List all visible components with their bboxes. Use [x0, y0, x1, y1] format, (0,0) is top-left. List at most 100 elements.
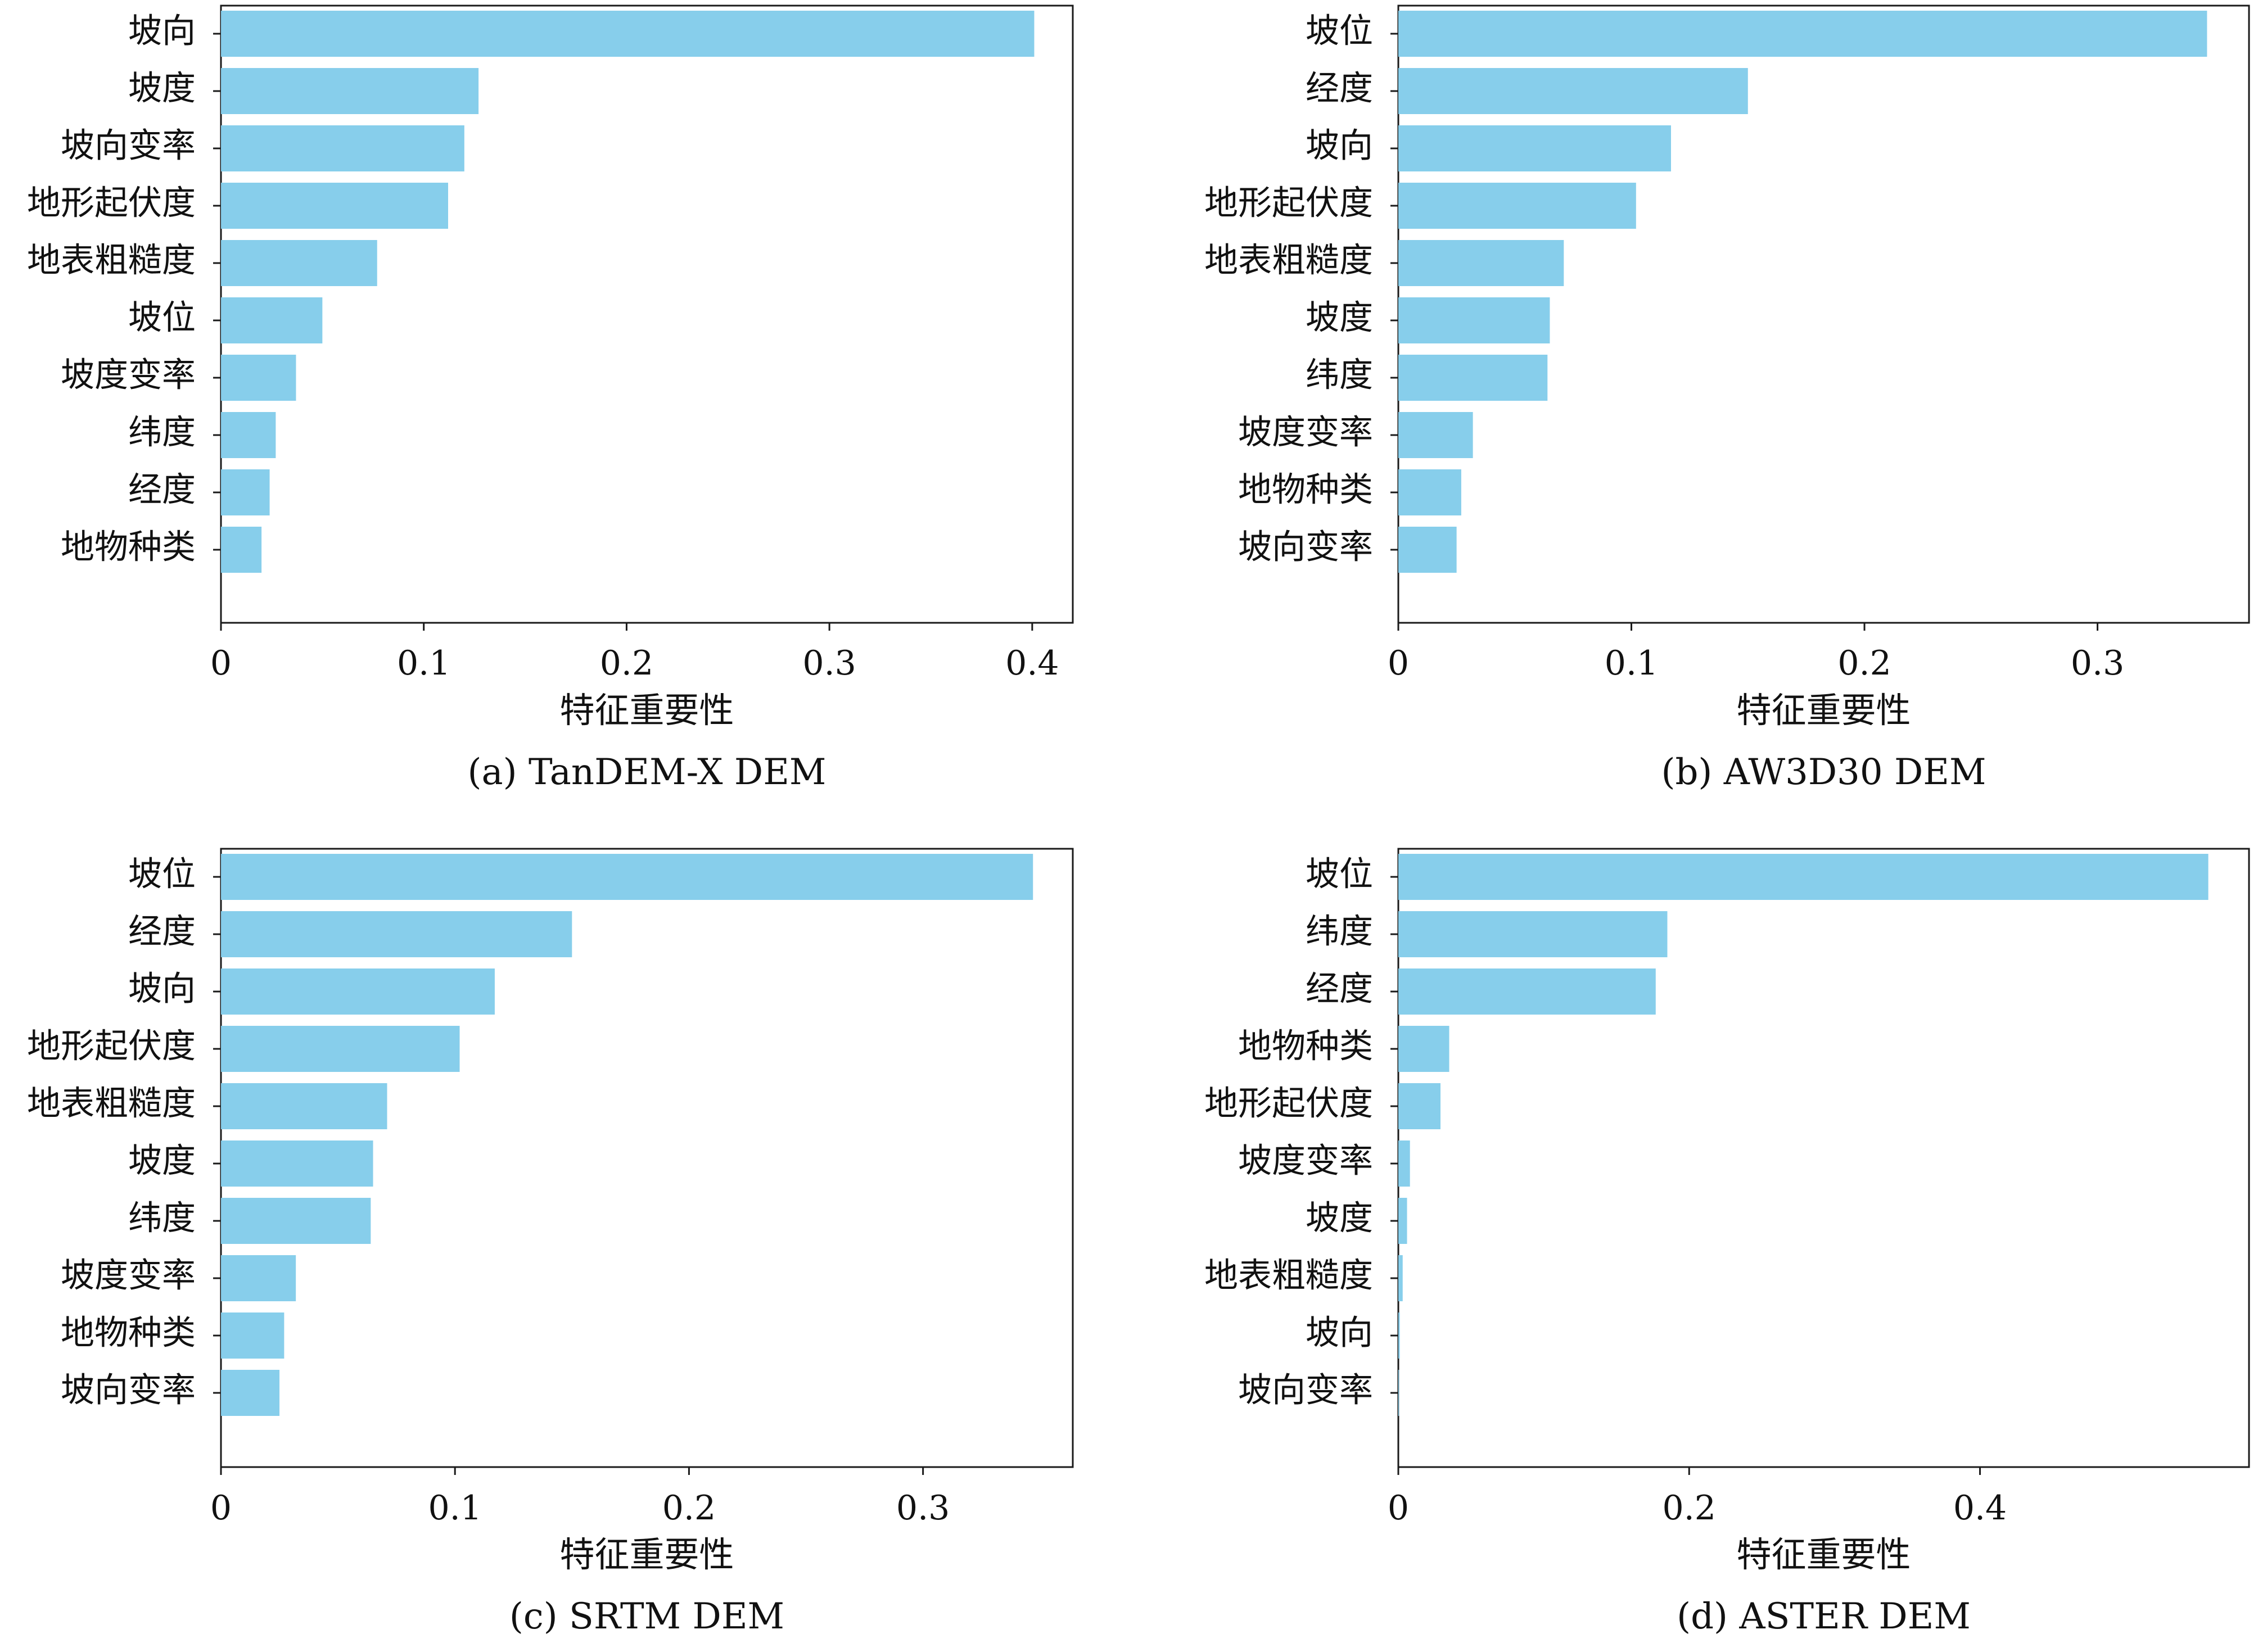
bar	[221, 183, 448, 229]
bar	[221, 1198, 371, 1244]
bar	[221, 1140, 373, 1187]
x-tick-label: 0	[1388, 644, 1409, 683]
bar	[1398, 911, 1668, 957]
bar	[1398, 1370, 1399, 1416]
category-label: 坡度变率	[1238, 413, 1373, 452]
bar	[221, 1312, 284, 1359]
x-tick-label: 0	[1388, 1488, 1409, 1528]
bar	[1398, 11, 2207, 57]
bar	[1398, 355, 1548, 401]
bar	[221, 68, 479, 114]
category-label: 坡度	[128, 1142, 196, 1181]
bar	[221, 1026, 460, 1072]
category-label: 坡向	[128, 12, 196, 51]
bar	[1398, 125, 1671, 171]
bar	[1398, 854, 2209, 900]
category-label: 地物种类	[1238, 470, 1373, 510]
bar	[1398, 1312, 1400, 1359]
category-label: 坡向变率	[1238, 1371, 1373, 1410]
category-label: 经度	[128, 912, 196, 952]
category-label: 纬度	[128, 1199, 196, 1238]
category-label: 地表粗糙度	[27, 241, 196, 280]
panel-caption: (d) ASTER DEM	[1677, 1596, 1971, 1637]
bar	[221, 854, 1033, 900]
category-label: 坡向	[1306, 126, 1373, 166]
x-axis-label: 特征重要性	[1736, 1534, 1911, 1575]
category-label: 坡位	[128, 855, 196, 894]
category-label: 纬度	[1306, 912, 1373, 952]
x-axis-label: 特征重要性	[559, 1534, 734, 1575]
category-label: 经度	[1306, 970, 1373, 1009]
x-tick-label: 0.4	[1953, 1488, 2007, 1528]
category-label: 地形起伏度	[1204, 184, 1373, 223]
bar	[221, 240, 377, 286]
category-label: 地表粗糙度	[27, 1084, 196, 1124]
category-label: 纬度	[128, 413, 196, 452]
bar	[1398, 968, 1656, 1015]
category-label: 坡度变率	[61, 356, 196, 395]
bar	[221, 412, 276, 458]
category-label: 坡度	[1306, 298, 1373, 338]
bar	[221, 1370, 280, 1416]
x-axis-label: 特征重要性	[1736, 690, 1911, 731]
bar	[1398, 412, 1473, 458]
category-label: 地形起伏度	[1204, 1084, 1373, 1124]
category-label: 经度	[1306, 69, 1373, 108]
category-label: 地物种类	[61, 528, 196, 567]
bar	[221, 527, 262, 573]
panel-caption: (c) SRTM DEM	[509, 1596, 784, 1637]
category-label: 坡度变率	[1238, 1142, 1373, 1181]
x-tick-label: 0.4	[1005, 644, 1059, 683]
category-label: 地物种类	[61, 1314, 196, 1353]
bar	[1398, 1083, 1441, 1129]
category-label: 坡度	[128, 69, 196, 108]
bar	[221, 355, 296, 401]
category-label: 地形起伏度	[27, 1027, 196, 1066]
bar	[1398, 469, 1461, 515]
bar	[1398, 240, 1564, 286]
category-label: 坡向变率	[61, 1371, 196, 1410]
x-tick-label: 0	[210, 644, 232, 683]
category-label: 纬度	[1306, 356, 1373, 395]
bar	[221, 469, 270, 515]
category-label: 地表粗糙度	[1204, 241, 1373, 280]
category-label: 坡向	[1306, 1314, 1373, 1353]
category-label: 坡位	[1306, 12, 1373, 51]
category-label: 坡向变率	[1238, 528, 1373, 567]
bar	[1398, 1255, 1403, 1301]
category-label: 坡位	[1306, 855, 1373, 894]
bar	[221, 11, 1035, 57]
x-tick-label: 0.3	[896, 1488, 950, 1528]
bar	[1398, 527, 1457, 573]
x-tick-label: 0.2	[662, 1488, 716, 1528]
x-axis-label: 特征重要性	[559, 690, 734, 731]
bar	[1398, 297, 1550, 343]
panel-caption: (a) TanDEM-X DEM	[468, 752, 827, 793]
category-label: 地表粗糙度	[1204, 1256, 1373, 1296]
panel-caption: (b) AW3D30 DEM	[1661, 752, 1986, 793]
x-tick-label: 0.2	[1663, 1488, 1716, 1528]
bar	[1398, 1198, 1407, 1244]
bar	[221, 125, 464, 171]
category-label: 经度	[128, 470, 196, 510]
x-tick-label: 0.3	[802, 644, 856, 683]
category-label: 坡度变率	[61, 1256, 196, 1296]
x-tick-label: 0	[210, 1488, 232, 1528]
category-label: 坡向变率	[61, 126, 196, 166]
category-label: 坡度	[1306, 1199, 1373, 1238]
category-label: 地形起伏度	[27, 184, 196, 223]
bar	[1398, 68, 1748, 114]
bar	[221, 1083, 387, 1129]
bar	[1398, 1026, 1449, 1072]
category-label: 坡位	[128, 298, 196, 338]
bar	[221, 1255, 296, 1301]
category-label: 地物种类	[1238, 1027, 1373, 1066]
bar	[1398, 1140, 1410, 1187]
bar	[221, 297, 323, 343]
x-tick-label: 0.1	[1605, 644, 1658, 683]
